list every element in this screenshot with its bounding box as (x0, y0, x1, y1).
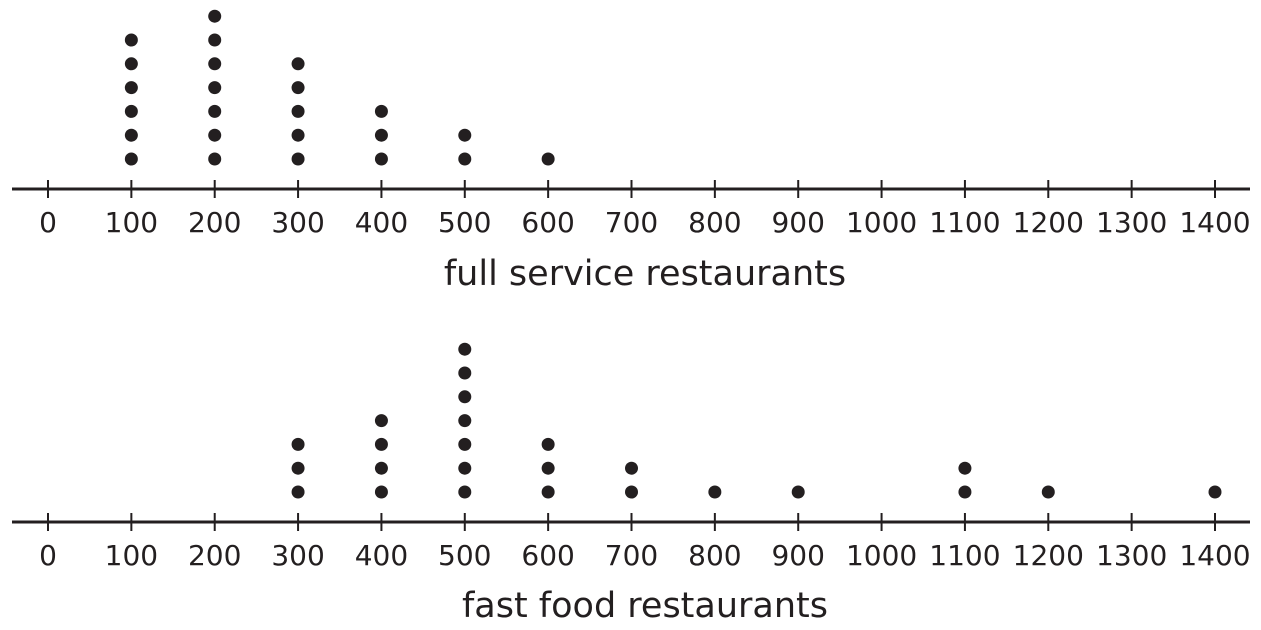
full-service-dot (374, 104, 388, 118)
fast-food-dot (625, 485, 638, 499)
fast-food-dot (374, 461, 388, 475)
fast-food-tick-label: 1300 (1096, 539, 1167, 572)
fast-food-tick-label: 1000 (846, 539, 917, 572)
full-service-dot (208, 152, 222, 166)
full-service-tick-label: 700 (605, 206, 658, 239)
full-service-dot (124, 104, 138, 118)
fast-food-tick-label: 1200 (1013, 539, 1084, 572)
full-service-tick-label: 1100 (929, 206, 1000, 239)
fast-food-tick-label: 800 (688, 539, 741, 572)
full-service-dot (124, 152, 138, 166)
fast-food-tick-label: 700 (605, 539, 658, 572)
full-service-dot-plot: 0 100 200 300 400 500 600 700 800 900 1000 1100 1200… (12, 9, 1251, 294)
full-service-dot (291, 128, 305, 142)
fast-food-dot (541, 437, 555, 451)
fast-food-dot (291, 437, 305, 451)
fast-food-axis-title: fast food restaurants (462, 586, 828, 625)
fast-food-tick-label: 200 (188, 539, 241, 572)
full-service-dot (291, 104, 305, 118)
full-service-dot (458, 152, 472, 166)
full-service-tick-label: 0 (39, 206, 57, 239)
full-service-dot (124, 128, 138, 142)
full-service-dot (208, 33, 222, 47)
full-service-dot (291, 81, 305, 95)
fast-food-dot (458, 342, 472, 356)
fast-food-dot (374, 437, 388, 451)
fast-food-tick-label: 900 (771, 539, 824, 572)
fast-food-dot (458, 485, 472, 499)
fast-food-dot (625, 461, 638, 475)
full-service-tick-label: 200 (188, 206, 241, 239)
fast-food-dot (374, 414, 388, 428)
full-service-dot (208, 104, 222, 118)
full-service-dot (208, 9, 222, 23)
fast-food-dot (1041, 485, 1055, 499)
fast-food-dot (458, 366, 472, 380)
fast-food-dot (458, 390, 472, 404)
full-service-tick-label: 300 (271, 206, 324, 239)
fast-food-tick-label: 1100 (929, 539, 1000, 572)
fast-food-dot (458, 414, 472, 428)
full-service-dot (291, 57, 305, 71)
full-service-dot (124, 33, 138, 47)
full-service-tick-label: 100 (105, 206, 158, 239)
fast-food-dot (458, 461, 472, 475)
fast-food-tick-label: 600 (521, 539, 574, 572)
fast-food-dot (958, 485, 972, 499)
fast-food-dot (791, 485, 805, 499)
fast-food-dot (541, 461, 555, 475)
fast-food-tick-label: 300 (271, 539, 324, 572)
full-service-dot (208, 57, 222, 71)
fast-food-tick-label: 0 (39, 539, 57, 572)
fast-food-tick-label: 400 (355, 539, 408, 572)
fast-food-dot (1208, 485, 1222, 499)
full-service-dot (541, 152, 555, 166)
full-service-tick-label: 1400 (1179, 206, 1250, 239)
full-service-tick-label: 800 (688, 206, 741, 239)
fast-food-tick-label: 1400 (1179, 539, 1250, 572)
fast-food-dot (291, 485, 305, 499)
full-service-dot (458, 128, 472, 142)
full-service-dot (374, 152, 388, 166)
full-service-tick-label: 1300 (1096, 206, 1167, 239)
full-service-dot (374, 128, 388, 142)
full-service-tick-label: 400 (355, 206, 408, 239)
fast-food-tick-label: 100 (105, 539, 158, 572)
full-service-dot (124, 57, 138, 71)
full-service-tick-label: 1000 (846, 206, 917, 239)
fast-food-dot-plot: 0 100 200 300 400 500 600 700 800 900 1000 1100 1200… (12, 342, 1251, 626)
fast-food-dot (458, 437, 472, 451)
fast-food-dot (374, 485, 388, 499)
full-service-tick-label: 1200 (1013, 206, 1084, 239)
full-service-dot (291, 152, 305, 166)
full-service-axis-title: full service restaurants (444, 254, 846, 294)
fast-food-tick-label: 500 (438, 539, 491, 572)
full-service-tick-label: 600 (521, 206, 574, 239)
fast-food-dot (541, 485, 555, 499)
fast-food-dot (708, 485, 722, 499)
full-service-tick-label: 500 (438, 206, 491, 239)
full-service-dot (208, 81, 222, 95)
full-service-dot (124, 81, 138, 95)
full-service-dot (208, 128, 222, 142)
full-service-tick-label: 900 (771, 206, 824, 239)
fast-food-dot (958, 461, 972, 475)
fast-food-dot (291, 461, 305, 475)
